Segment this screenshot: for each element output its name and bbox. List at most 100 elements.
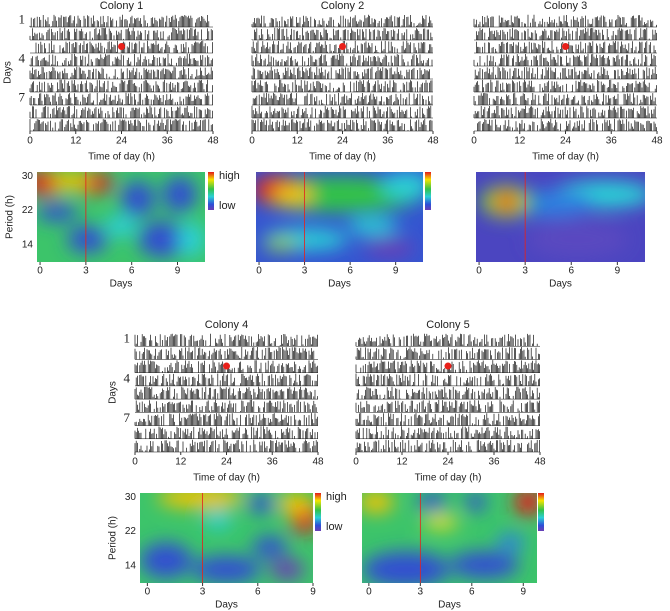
heatmap-blobs	[140, 493, 313, 583]
x-axis-label: Days	[110, 279, 133, 290]
y-tick-label: 14	[22, 239, 34, 250]
x-tick-label: 6	[255, 587, 261, 598]
heatmap-blobs	[479, 181, 645, 258]
heat-blob	[269, 558, 305, 581]
x-axis-label: Days	[438, 600, 461, 611]
x-tick-label: 0	[249, 136, 255, 147]
x-tick-label: 12	[396, 457, 408, 468]
activity-trace	[251, 27, 433, 40]
x-axis-label: Days	[328, 279, 351, 290]
activity-trace	[473, 92, 656, 105]
x-tick-label: 12	[292, 136, 304, 147]
y-tick-label: 14	[125, 560, 137, 571]
x-tick-label: 12	[514, 136, 526, 147]
activity-trace	[29, 27, 213, 40]
x-axis-label: Time of day (h)	[309, 152, 376, 163]
x-axis-label: Days	[215, 600, 238, 611]
x-axis-label: Days	[549, 279, 572, 290]
activity-trace	[355, 373, 540, 386]
y-tick-label: 30	[125, 492, 137, 503]
x-tick-label: 3	[302, 266, 308, 277]
heat-blob	[137, 221, 189, 258]
colorbar	[425, 172, 431, 210]
day-label: 7	[19, 89, 26, 104]
colorbar-label: high	[326, 491, 347, 503]
activity-trace	[473, 105, 656, 118]
heat-blob	[37, 203, 78, 222]
activity-trace	[251, 79, 433, 92]
day-label: 7	[124, 410, 131, 425]
y-tick-label: 22	[22, 205, 34, 216]
y-axis-label: Days	[108, 381, 119, 404]
heatmap-blobs	[362, 493, 537, 583]
activity-trace	[355, 439, 540, 452]
heat-blob	[163, 176, 197, 213]
colorbar	[208, 172, 214, 210]
heat-blob	[178, 221, 205, 258]
activity-trace	[134, 360, 318, 373]
chart-title: Colony 2	[321, 0, 364, 12]
x-tick-label: 0	[471, 136, 477, 147]
x-tick-label: 3	[418, 587, 424, 598]
x-tick-label: 36	[606, 136, 618, 147]
heat-blob	[104, 215, 138, 237]
x-tick-label: 9	[615, 266, 621, 277]
heatmap-blobs	[37, 172, 205, 258]
activity-trace	[134, 439, 318, 452]
activity-trace	[251, 14, 433, 27]
x-tick-label: 48	[651, 136, 663, 147]
heat-blob	[191, 556, 262, 583]
activity-trace	[251, 66, 430, 79]
x-tick-label: 9	[310, 587, 316, 598]
red-marker	[223, 362, 230, 370]
x-tick-label: 0	[476, 266, 482, 277]
chart-title: Colony 1	[100, 0, 143, 12]
heat-blob	[526, 221, 629, 258]
heat-blob	[264, 236, 298, 252]
x-tick-label: 36	[162, 136, 174, 147]
x-tick-label: 3	[83, 266, 89, 277]
heatmap-blobs	[256, 172, 423, 258]
colorbar-label: high	[219, 170, 240, 182]
x-tick-label: 48	[534, 457, 546, 468]
heat-blob	[494, 194, 519, 209]
activity-trace	[29, 118, 213, 131]
day-label: 4	[124, 370, 131, 385]
x-tick-label: 12	[70, 136, 82, 147]
x-axis-label: Time of day (h)	[193, 473, 260, 484]
heat-blob	[465, 493, 487, 511]
x-tick-label: 36	[488, 457, 500, 468]
colorbar-label: low	[219, 200, 236, 212]
x-axis-label: Time of day (h)	[415, 473, 482, 484]
activity-trace	[476, 27, 657, 40]
activity-trace	[134, 413, 318, 426]
heat-blob	[362, 493, 394, 513]
day-label: 1	[124, 331, 131, 346]
red-marker	[562, 43, 569, 50]
x-tick-label: 0	[145, 587, 151, 598]
x-tick-label: 24	[442, 457, 454, 468]
x-tick-label: 3	[522, 266, 528, 277]
heat-blob	[50, 172, 91, 190]
activity-trace	[134, 386, 318, 400]
chart-title: Colony 3	[544, 0, 587, 12]
x-tick-label: 24	[116, 136, 128, 147]
activity-trace	[29, 14, 210, 27]
heat-blob	[364, 239, 415, 258]
y-axis-label: Period (h)	[108, 516, 119, 560]
day-label: 4	[19, 50, 26, 65]
x-tick-label: 9	[393, 266, 399, 277]
activity-trace	[29, 66, 213, 79]
x-tick-label: 36	[267, 457, 279, 468]
y-tick-label: 30	[22, 171, 34, 182]
heat-blob	[381, 172, 423, 199]
x-tick-label: 48	[207, 136, 219, 147]
heat-blob	[247, 494, 275, 513]
x-tick-label: 9	[175, 266, 181, 277]
x-tick-label: 36	[382, 136, 394, 147]
x-tick-label: 48	[312, 457, 324, 468]
x-tick-label: 0	[37, 266, 43, 277]
x-tick-label: 3	[200, 587, 206, 598]
heat-blob	[418, 493, 446, 511]
